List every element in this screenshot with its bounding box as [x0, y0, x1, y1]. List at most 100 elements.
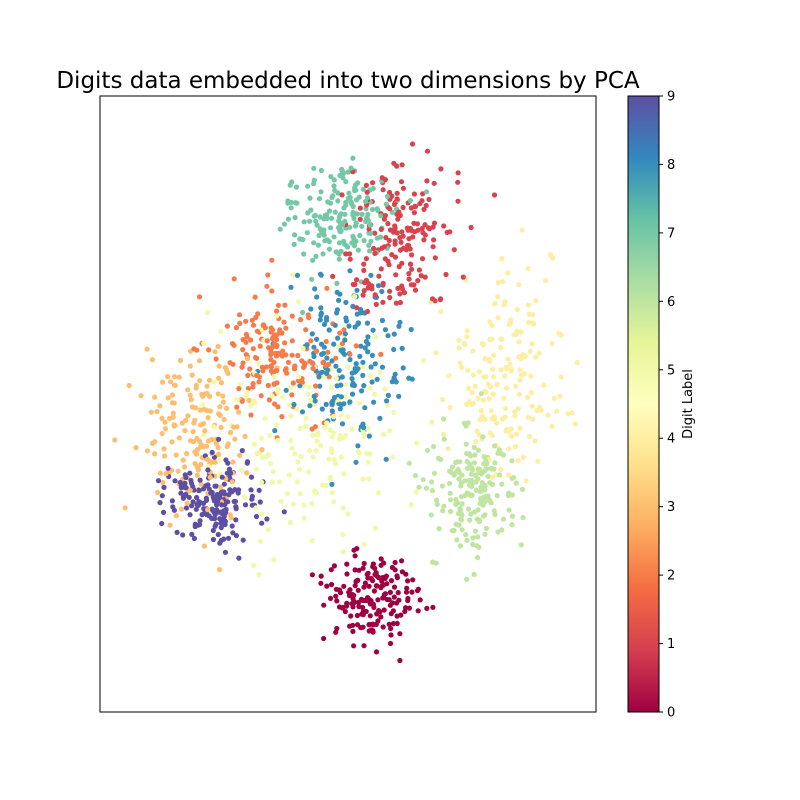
scatter-point-digit-3 [218, 484, 224, 490]
scatter-point-digit-3 [152, 451, 158, 457]
scatter-point-digit-3 [138, 393, 144, 399]
scatter-point-digit-6 [429, 479, 435, 485]
scatter-point-digit-3 [198, 461, 204, 467]
scatter-point-digit-3 [165, 395, 171, 401]
scatter-point-digit-1 [422, 222, 428, 228]
scatter-point-digit-8 [355, 443, 361, 449]
scatter-point-digit-5 [343, 381, 349, 387]
scatter-point-digit-7 [336, 214, 343, 220]
scatter-point-digit-6 [470, 541, 476, 548]
scatter-point-digit-9 [199, 511, 205, 518]
scatter-point-digit-2 [236, 386, 242, 392]
scatter-point-digit-6 [476, 466, 483, 472]
scatter-point-digit-0 [372, 565, 378, 571]
scatter-point-digit-3 [162, 426, 169, 432]
scatter-point-digit-5 [366, 476, 372, 482]
scatter-point-digit-0 [347, 587, 353, 593]
scatter-point-digit-4 [468, 401, 474, 407]
scatter-point-digit-7 [346, 190, 352, 196]
scatter-point-digit-4 [473, 438, 479, 445]
scatter-point-digit-6 [471, 571, 477, 578]
scatter-point-digit-1 [421, 206, 427, 212]
scatter-point-digit-7 [384, 193, 391, 199]
scatter-point-digit-3 [218, 380, 224, 386]
scatter-point-digit-1 [330, 273, 336, 279]
scatter-point-digit-1 [394, 230, 400, 236]
scatter-point-digit-4 [512, 413, 518, 419]
scatter-point-digit-3 [201, 421, 207, 427]
scatter-point-digit-2 [324, 285, 330, 291]
scatter-point-digit-5 [377, 369, 383, 375]
scatter-point-digit-2 [289, 352, 295, 358]
scatter-point-digit-6 [466, 482, 472, 488]
scatter-point-digit-3 [189, 372, 195, 378]
scatter-point-digit-6 [467, 461, 473, 467]
scatter-point-digit-2 [281, 319, 287, 325]
scatter-point-digit-5 [211, 424, 217, 430]
scatter-point-digit-9 [217, 540, 223, 546]
scatter-point-digit-9 [206, 513, 212, 519]
scatter-point-digit-3 [178, 506, 185, 512]
scatter-point-digit-6 [467, 517, 473, 523]
scatter-point-digit-0 [382, 591, 389, 597]
scatter-point-digit-3 [157, 470, 163, 476]
scatter-point-digit-5 [262, 416, 268, 422]
scatter-point-digit-8 [333, 363, 339, 369]
scatter-point-digit-4 [486, 396, 492, 402]
scatter-point-digit-5 [258, 435, 264, 441]
scatter-point-digit-5 [251, 562, 257, 568]
scatter-point-digit-1 [361, 288, 367, 294]
scatter-point-digit-4 [528, 373, 534, 379]
scatter-point-digit-8 [377, 415, 383, 421]
scatter-point-digit-9 [249, 496, 255, 502]
scatter-point-digit-3 [162, 419, 168, 425]
scatter-point-digit-5 [254, 450, 260, 456]
scatter-point-digit-9 [206, 486, 212, 492]
scatter-point-digit-2 [259, 364, 265, 370]
scatter-point-digit-1 [357, 216, 363, 222]
scatter-point-digit-1 [343, 251, 349, 257]
scatter-point-digit-3 [155, 489, 161, 496]
scatter-point-digit-8 [342, 331, 348, 337]
scatter-point-digit-4 [526, 311, 532, 317]
scatter-point-digit-3 [194, 464, 200, 470]
scatter-point-digit-2 [236, 312, 243, 318]
scatter-point-digit-3 [211, 459, 217, 465]
scatter-point-digit-5 [298, 453, 304, 459]
scatter-point-digit-8 [379, 364, 386, 370]
scatter-point-digit-1 [420, 230, 426, 236]
scatter-point-digit-0 [361, 643, 367, 649]
scatter-point-digit-8 [358, 343, 364, 349]
colorbar-label: Digit Label [681, 369, 696, 439]
scatter-point-digit-5 [216, 457, 222, 463]
scatter-point-digit-2 [254, 372, 260, 378]
scatter-point-digit-4 [532, 354, 539, 360]
scatter-point-digit-5 [326, 456, 332, 462]
scatter-point-digit-5 [413, 489, 419, 495]
scatter-point-digit-5 [239, 467, 245, 473]
scatter-point-digit-6 [487, 480, 493, 486]
scatter-point-digit-3 [187, 363, 193, 369]
scatter-point-digit-0 [334, 598, 340, 604]
scatter-point-digit-4 [506, 321, 512, 328]
scatter-point-digit-0 [396, 597, 402, 603]
scatter-point-digit-0 [341, 583, 347, 589]
scatter-point-digit-3 [230, 459, 236, 465]
scatter-point-digit-0 [367, 613, 373, 619]
colorbar-tick-label: 9 [667, 90, 675, 105]
scatter-point-digit-0 [344, 561, 350, 567]
scatter-point-digit-7 [389, 209, 395, 215]
scatter-point-digit-3 [209, 436, 215, 443]
scatter-point-digit-5 [288, 437, 294, 443]
scatter-point-digit-0 [388, 578, 395, 584]
scatter-point-digit-4 [549, 340, 555, 346]
scatter-point-digit-7 [342, 211, 348, 217]
scatter-point-digit-9 [226, 466, 233, 472]
scatter-point-digit-9 [197, 518, 203, 524]
scatter-point-digit-0 [318, 580, 324, 586]
scatter-point-digit-2 [275, 302, 281, 308]
scatter-point-digit-1 [393, 300, 399, 306]
scatter-point-digit-1 [426, 196, 432, 202]
scatter-point-digit-7 [347, 224, 353, 230]
scatter-point-digit-7 [311, 240, 317, 246]
